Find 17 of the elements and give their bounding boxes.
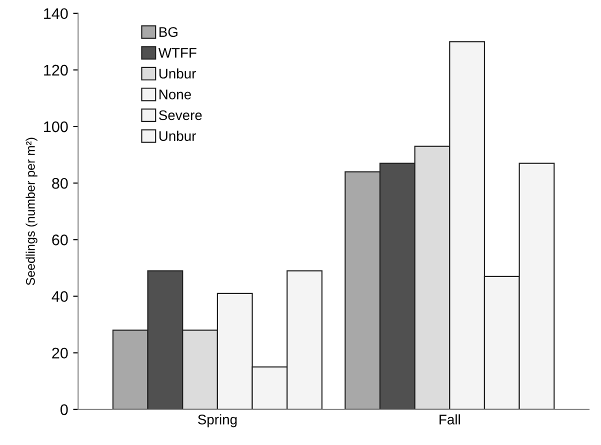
y-tick-label: 100 bbox=[44, 121, 68, 132]
y-tick-label: 60 bbox=[52, 234, 68, 246]
legend-label: BG bbox=[160, 27, 178, 37]
legend-label: Unbur bbox=[159, 130, 196, 141]
y-tick-label: 120 bbox=[44, 64, 68, 76]
y-axis-title: Seedlings (number per m²) bbox=[26, 138, 38, 286]
y-tick-label: 140 bbox=[44, 8, 68, 20]
legend-label: Unbur bbox=[159, 68, 196, 79]
y-tick-label: 20 bbox=[52, 348, 68, 359]
y-tick-label: 40 bbox=[52, 291, 68, 302]
legend-label: Severe bbox=[159, 110, 202, 120]
x-tick-label: Spring bbox=[198, 414, 237, 428]
y-tick-label: 80 bbox=[52, 178, 68, 189]
legend-label: WTFF bbox=[158, 48, 196, 58]
legend-label: None bbox=[160, 90, 191, 100]
y-tick-label: 0 bbox=[60, 404, 68, 416]
x-tick-label: Fall bbox=[440, 414, 460, 424]
